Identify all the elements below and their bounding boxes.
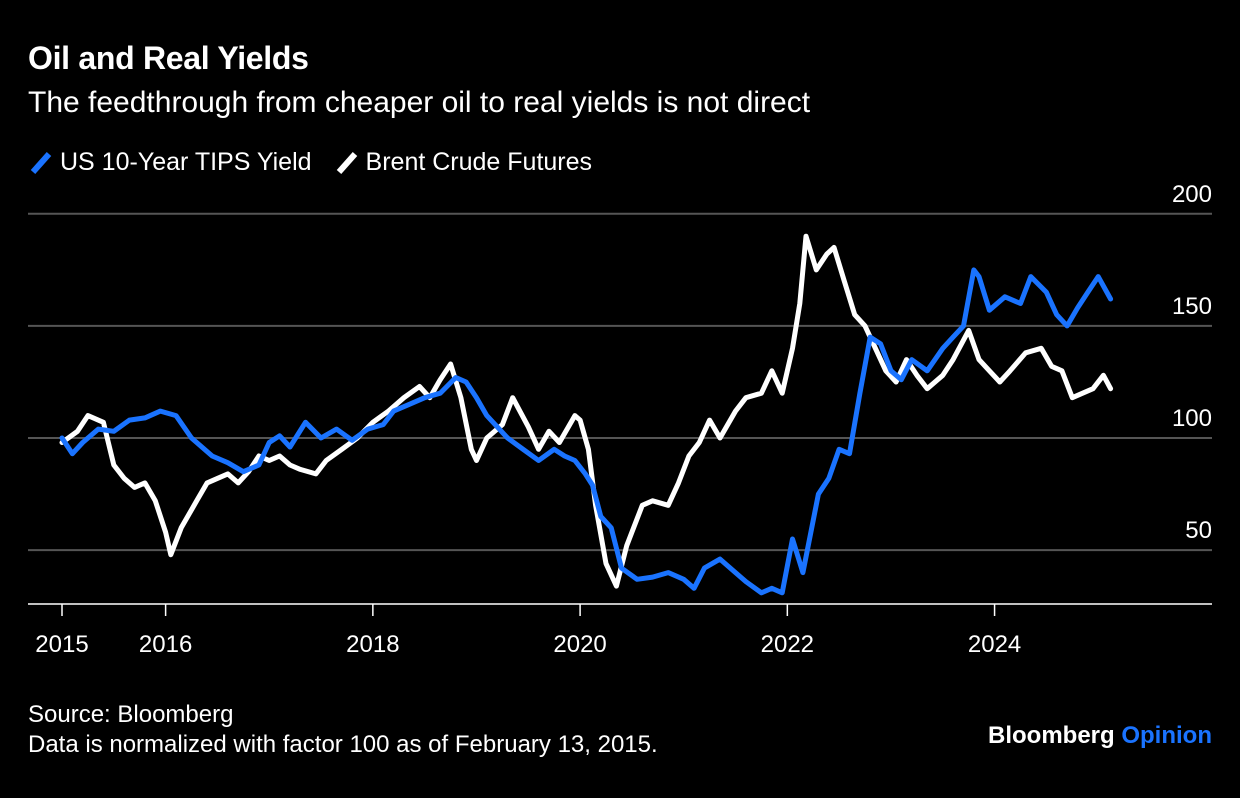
y-tick-label: 200 [1172,181,1212,208]
x-tick-label: 2022 [761,631,814,658]
source-note: Source: Bloomberg [28,701,234,728]
y-tick-label: 50 [1185,517,1212,544]
legend-swatch-tips [30,151,52,174]
y-tick-label: 150 [1172,293,1212,320]
y-tick-labels: 50 100 150 200 [1172,181,1212,544]
legend-swatch-brent [336,151,357,174]
series-line-tips [59,267,1114,596]
brand-accent: Opinion [1121,722,1212,749]
chart-title: Oil and Real Yields [28,40,309,76]
line-chart: 50 100 150 200 2015 2016 2018 2020 2022 2024 [28,181,1212,658]
legend-item-tips: US 10-Year TIPS Yield [28,148,312,177]
footer: Source: Bloomberg Data is normalized wit… [28,700,658,760]
x-tick-label: 2016 [139,631,192,658]
x-tick-label: 2018 [346,631,399,658]
y-tick-label: 100 [1172,405,1212,432]
x-tick-label: 2024 [968,631,1021,658]
legend-item-brent: Brent Crude Futures [334,148,593,177]
x-axis: 2015 2016 2018 2020 2022 2024 [28,603,1212,658]
legend: US 10-Year TIPS Yield Brent Crude Future… [28,148,606,177]
chart-subtitle: The feedthrough from cheaper oil to real… [28,86,811,119]
x-tick-label: 2020 [553,631,606,658]
brand-logo: Bloomberg Opinion [988,722,1212,750]
series-lines [59,233,1114,596]
x-tick-label: 2015 [35,631,88,658]
grid-lines [28,212,1212,552]
series-line-brent [59,233,1114,589]
brand-main: Bloomberg [988,722,1115,749]
legend-label-tips: US 10-Year TIPS Yield [60,148,312,176]
normalization-note: Data is normalized with factor 100 as of… [28,731,658,758]
legend-label-brent: Brent Crude Futures [365,148,593,176]
